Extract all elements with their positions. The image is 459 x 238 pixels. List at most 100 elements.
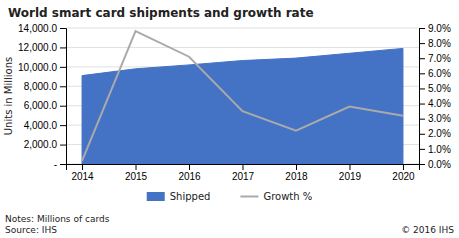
tick-label: 2016 (178, 171, 201, 182)
tick: 2016 (178, 164, 201, 182)
x-axis: 2014 2015 2016 2017 2018 2019 2020 (67, 164, 420, 182)
grid-line (66, 47, 419, 48)
tick-label: 6.0% (428, 68, 451, 79)
legend-label: Growth % (263, 191, 312, 202)
tick: 2020 (392, 164, 415, 182)
tick-mark (60, 145, 66, 146)
legend-item: Shipped (147, 191, 211, 202)
tick-label: 2019 (339, 171, 362, 182)
tick-label: 0.0% (428, 159, 451, 170)
tick-mark (82, 164, 83, 170)
tick-label: 4,000.0 (24, 120, 58, 131)
tick-label: 9.0% (428, 23, 451, 34)
tick-label: 8,000.0 (24, 81, 58, 92)
plot: 2014 2015 2016 2017 2018 2019 2020 - 2,000.0 4,00… (18, 23, 451, 182)
tick-mark (349, 164, 350, 170)
annotation: © 2016 IHS (401, 225, 454, 235)
legend-swatch (147, 192, 165, 201)
tick: 4,000.0 (24, 120, 66, 131)
tick: 7.0% (419, 53, 451, 64)
tick-mark (419, 164, 425, 165)
tick-label: 14,000.0 (18, 23, 57, 34)
tick-label: 8.0% (428, 38, 451, 49)
legend-item: Growth % (240, 191, 312, 202)
tick: 0.0% (419, 159, 451, 170)
tick: 1.0% (419, 144, 451, 155)
tick: 8.0% (419, 38, 451, 49)
tick-mark (136, 164, 137, 170)
tick: 3.0% (419, 113, 451, 124)
area (82, 48, 403, 164)
line (82, 31, 403, 161)
tick-mark (296, 164, 297, 170)
tick: 4.0% (419, 98, 451, 109)
tick: 9.0% (419, 23, 451, 34)
tick: 2015 (125, 164, 148, 182)
tick: 2018 (285, 164, 308, 182)
tick-mark (419, 73, 425, 74)
tick: 2.0% (419, 128, 451, 139)
tick-label: 2,000.0 (24, 139, 58, 150)
legend-swatch (240, 196, 258, 198)
legend-label: Shipped (170, 191, 211, 202)
tick: 8,000.0 (24, 81, 66, 92)
annotation: Notes: Millions of cardsSource: IHS (5, 214, 110, 235)
tick: - (54, 159, 66, 170)
tick-mark (243, 164, 244, 170)
grid-line (66, 28, 419, 29)
tick: 5.0% (419, 83, 451, 94)
tick: 6.0% (419, 68, 451, 79)
y-axis-label: Units in Millions (3, 57, 14, 135)
tick-mark (419, 134, 425, 135)
y-axis: - 2,000.0 4,000.0 6,000.0 8,000.0 10,000.0 12,… (18, 23, 66, 170)
legend: Shipped Growth % (147, 191, 313, 202)
tick-label: 12,000.0 (18, 42, 57, 53)
tick-label: 2.0% (428, 128, 451, 139)
axis-line (67, 165, 420, 171)
tick: 12,000.0 (18, 42, 66, 53)
tick-label: 10,000.0 (18, 62, 57, 73)
tick: 2017 (232, 164, 255, 182)
tick-label: 7.0% (428, 53, 451, 64)
tick: 2,000.0 (24, 139, 66, 150)
axis-line (420, 29, 426, 165)
axis-line (60, 29, 67, 165)
tick-mark (419, 58, 425, 59)
tick-mark (60, 125, 66, 126)
chart: World smart card shipments and growth ra… (0, 0, 459, 238)
tick-mark (419, 149, 425, 150)
tick: 2019 (339, 164, 362, 182)
tick-mark (403, 164, 404, 170)
tick-mark (60, 67, 66, 68)
tick-mark (419, 88, 425, 89)
tick-label: 4.0% (428, 98, 451, 109)
marks (82, 31, 403, 164)
tick-label: 2020 (392, 171, 415, 182)
tick-label: 3.0% (428, 113, 451, 124)
tick: 14,000.0 (18, 23, 66, 34)
tick-mark (189, 164, 190, 170)
tick: 10,000.0 (18, 62, 66, 73)
tick-mark (419, 104, 425, 105)
tick-mark (419, 119, 425, 120)
tick-mark (60, 47, 66, 48)
tick-label: 5.0% (428, 83, 451, 94)
tick-label: 2014 (71, 171, 94, 182)
y2-axis: 0.0% 1.0% 2.0% 3.0% 4.0% 5.0% 6.0% 7.0% 8.0% 9.0% (419, 23, 451, 170)
grid (66, 28, 419, 164)
tick: 2014 (71, 164, 94, 182)
tick-label: 1.0% (428, 144, 451, 155)
title: World smart card shipments and growth ra… (8, 6, 314, 20)
tick-mark (419, 43, 425, 44)
tick-mark (60, 28, 66, 29)
tick-mark (60, 86, 66, 87)
tick: 6,000.0 (24, 100, 66, 111)
tick-label: 2015 (125, 171, 148, 182)
tick-label: - (54, 159, 57, 170)
tick-mark (60, 164, 66, 165)
tick-label: 2018 (285, 171, 308, 182)
tick-label: 2017 (232, 171, 255, 182)
tick-mark (419, 28, 425, 29)
tick-mark (60, 106, 66, 107)
tick-label: 6,000.0 (24, 100, 58, 111)
